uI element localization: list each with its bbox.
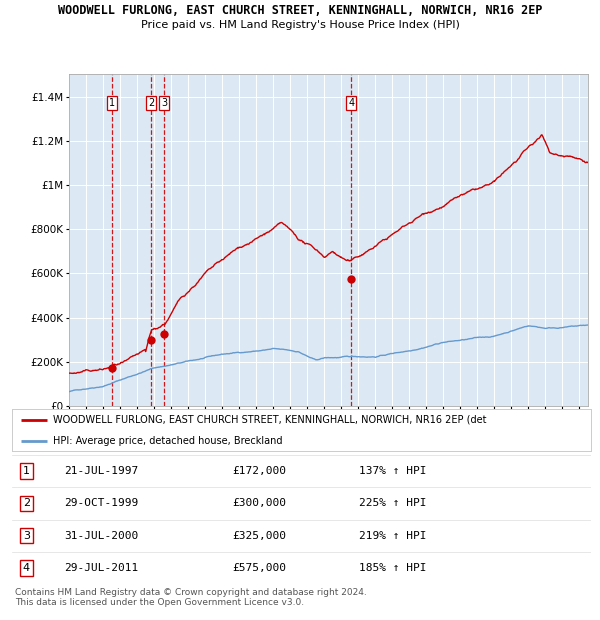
Text: 21-JUL-1997: 21-JUL-1997 bbox=[64, 466, 139, 476]
Text: 31-JUL-2000: 31-JUL-2000 bbox=[64, 531, 139, 541]
Text: Contains HM Land Registry data © Crown copyright and database right 2024.
This d: Contains HM Land Registry data © Crown c… bbox=[15, 588, 367, 607]
Text: 29-OCT-1999: 29-OCT-1999 bbox=[64, 498, 139, 508]
Text: 29-JUL-2011: 29-JUL-2011 bbox=[64, 563, 139, 573]
Text: WOODWELL FURLONG, EAST CHURCH STREET, KENNINGHALL, NORWICH, NR16 2EP: WOODWELL FURLONG, EAST CHURCH STREET, KE… bbox=[58, 4, 542, 17]
Text: £325,000: £325,000 bbox=[232, 531, 286, 541]
Text: 3: 3 bbox=[23, 531, 30, 541]
Text: £172,000: £172,000 bbox=[232, 466, 286, 476]
Text: 137% ↑ HPI: 137% ↑ HPI bbox=[359, 466, 427, 476]
Text: 219% ↑ HPI: 219% ↑ HPI bbox=[359, 531, 427, 541]
Text: 2: 2 bbox=[23, 498, 30, 508]
Text: 225% ↑ HPI: 225% ↑ HPI bbox=[359, 498, 427, 508]
Text: 3: 3 bbox=[161, 98, 167, 108]
Text: 4: 4 bbox=[23, 563, 30, 573]
Text: 2: 2 bbox=[148, 98, 154, 108]
Text: 1: 1 bbox=[23, 466, 30, 476]
Text: Price paid vs. HM Land Registry's House Price Index (HPI): Price paid vs. HM Land Registry's House … bbox=[140, 20, 460, 30]
Text: 185% ↑ HPI: 185% ↑ HPI bbox=[359, 563, 427, 573]
Text: £575,000: £575,000 bbox=[232, 563, 286, 573]
Text: 4: 4 bbox=[348, 98, 354, 108]
Text: HPI: Average price, detached house, Breckland: HPI: Average price, detached house, Brec… bbox=[53, 436, 282, 446]
Text: 1: 1 bbox=[109, 98, 115, 108]
Text: £300,000: £300,000 bbox=[232, 498, 286, 508]
Text: WOODWELL FURLONG, EAST CHURCH STREET, KENNINGHALL, NORWICH, NR16 2EP (det: WOODWELL FURLONG, EAST CHURCH STREET, KE… bbox=[53, 415, 486, 425]
